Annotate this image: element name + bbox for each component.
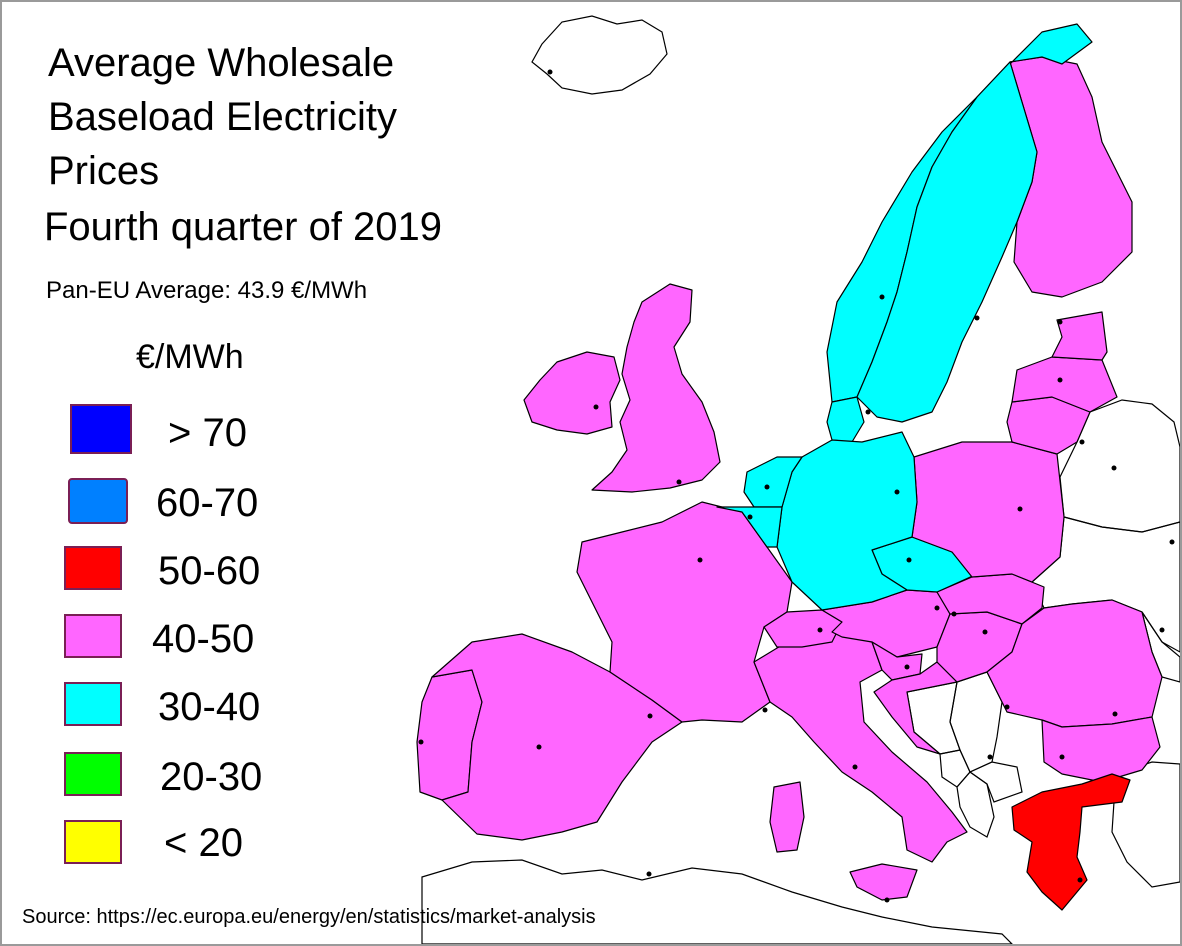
region-sicily xyxy=(849,863,918,901)
legend-swatch xyxy=(70,404,132,454)
region-united-kingdom xyxy=(591,283,721,493)
legend-label: 40-50 xyxy=(152,617,255,661)
region-netherlands xyxy=(743,456,803,508)
source-note: Source: https://ec.europa.eu/energy/en/s… xyxy=(22,906,596,928)
legend-swatch xyxy=(64,682,122,726)
legend-swatch xyxy=(64,614,122,658)
legend-label: < 20 xyxy=(164,821,243,865)
legend-label: 50-60 xyxy=(158,549,261,593)
region-spain xyxy=(431,633,683,841)
legend-swatch xyxy=(64,820,122,864)
region-denmark xyxy=(826,396,865,443)
region-north-africa xyxy=(421,859,1013,944)
legend-label: 60-70 xyxy=(156,481,259,525)
region-turkey xyxy=(1111,761,1180,888)
region-montenegro xyxy=(939,749,971,788)
pan-eu-average: Pan-EU Average: 43.9 €/MWh xyxy=(46,277,368,304)
region-ireland xyxy=(523,351,621,435)
region-north-macedonia xyxy=(968,761,1023,803)
region-sweden xyxy=(856,61,1038,423)
map-subtitle: Fourth quarter of 2019 xyxy=(44,205,443,249)
legend-label: > 70 xyxy=(168,411,247,455)
region-belgium xyxy=(716,506,783,548)
region-croatia xyxy=(873,661,958,755)
legend-swatch xyxy=(64,546,122,590)
legend-swatch xyxy=(64,752,122,796)
region-iceland xyxy=(531,15,668,95)
capital-markers xyxy=(418,69,1175,903)
region-greece xyxy=(1011,773,1131,911)
legend-unit: €/MWh xyxy=(136,338,244,376)
region-bulgaria xyxy=(1041,716,1161,783)
region-estonia xyxy=(1051,311,1108,361)
legend-swatch xyxy=(68,478,128,524)
map-title: Average Wholesale Baseload Electricity P… xyxy=(48,41,398,193)
legend-label: 20-30 xyxy=(160,755,263,799)
region-sardinia xyxy=(769,781,805,853)
legend-label: 30-40 xyxy=(158,685,261,729)
